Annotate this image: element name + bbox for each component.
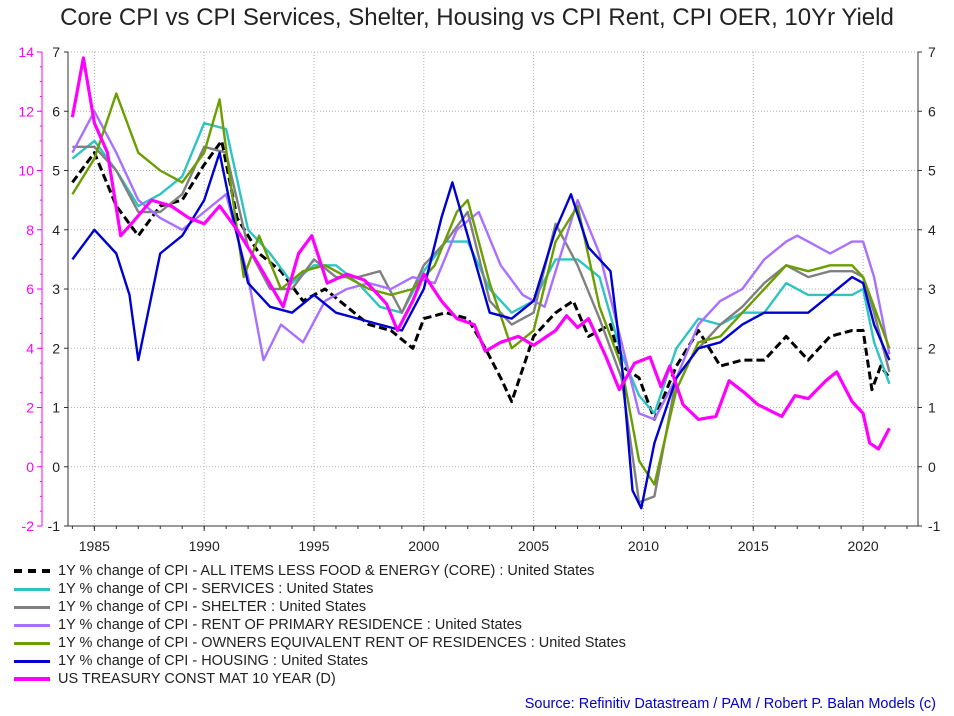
source-note: Source: Refinitiv Datastream / PAM / Rob…	[524, 696, 936, 712]
mid-tick-label: 0	[52, 459, 60, 475]
right-tick-label: 0	[928, 459, 936, 475]
legend-item-shelter: 1Y % change of CPI - SHELTER : United St…	[14, 598, 626, 616]
series-line-3	[71, 110, 891, 421]
series-line-4	[71, 92, 891, 486]
legend-label-services: 1Y % change of CPI - SERVICES : United S…	[58, 581, 374, 597]
legend-label-10yr: US TREASURY CONST MAT 10 YEAR (D)	[58, 671, 336, 687]
x-tick-label: 1985	[79, 538, 110, 554]
grid	[68, 51, 918, 527]
left-tick-label: -2	[22, 518, 35, 534]
right-tick-label: 2	[928, 340, 936, 356]
x-tick-label: 2000	[408, 538, 439, 554]
legend-label-oer: 1Y % change of CPI - OWNERS EQUIVALENT R…	[58, 635, 626, 651]
series-line-1	[71, 121, 891, 415]
x-tick-label: 2010	[628, 538, 659, 554]
chart-title: Core CPI vs CPI Services, Shelter, Housi…	[60, 4, 894, 31]
legend-swatch-rent	[14, 623, 50, 627]
mid-tick-label: 1	[52, 400, 60, 416]
legend-swatch-shelter	[14, 605, 50, 609]
right-tick-label: 3	[928, 281, 936, 297]
series-lines	[70, 56, 891, 510]
legend-label-rent: 1Y % change of CPI - RENT OF PRIMARY RES…	[58, 617, 522, 633]
legend-label-shelter: 1Y % change of CPI - SHELTER : United St…	[58, 599, 367, 615]
x-tick-label: 2015	[738, 538, 769, 554]
legend-item-housing: 1Y % change of CPI - HOUSING : United St…	[14, 652, 626, 670]
legend-swatch-10yr	[14, 677, 50, 681]
left-tick-label: 14	[18, 44, 34, 60]
right-tick-label: 5	[928, 163, 936, 179]
legend-item-oer: 1Y % change of CPI - OWNERS EQUIVALENT R…	[14, 634, 626, 652]
left-tick-label: 6	[26, 281, 34, 297]
x-tick-label: 2005	[518, 538, 549, 554]
mid-tick-label: 2	[52, 340, 60, 356]
mid-tick-label: 4	[52, 222, 60, 238]
left-tick-label: 12	[18, 103, 34, 119]
legend-item-services: 1Y % change of CPI - SERVICES : United S…	[14, 580, 626, 598]
right-tick-label: 1	[928, 400, 936, 416]
legend-swatch-oer	[14, 641, 50, 645]
legend-item-rent: 1Y % change of CPI - RENT OF PRIMARY RES…	[14, 616, 626, 634]
left-tick-label: 4	[26, 340, 34, 356]
left-tick-label: 10	[18, 163, 34, 179]
legend-item-core: 1Y % change of CPI - ALL ITEMS LESS FOOD…	[14, 562, 626, 580]
mid-tick-label: 7	[52, 44, 60, 60]
series-line-5	[71, 151, 891, 510]
x-tick-label: 2020	[848, 538, 879, 554]
mid-tick-label: -1	[48, 518, 61, 534]
mid-tick-label: 6	[52, 103, 60, 119]
left-tick-label: 2	[26, 400, 34, 416]
series-line-2	[72, 145, 891, 504]
right-tick-label: 7	[928, 44, 936, 60]
left-tick-label: 8	[26, 222, 34, 238]
legend-item-10yr: US TREASURY CONST MAT 10 YEAR (D)	[14, 670, 626, 688]
legend-swatch-housing	[14, 659, 50, 663]
legend-swatch-core	[14, 569, 50, 573]
left-tick-label: 0	[26, 459, 34, 475]
x-tick-label: 1990	[189, 538, 220, 554]
right-tick-label: 4	[928, 222, 936, 238]
x-tick-label: 1995	[298, 538, 329, 554]
legend-label-core: 1Y % change of CPI - ALL ITEMS LESS FOOD…	[58, 563, 595, 579]
legend-swatch-services	[14, 587, 50, 591]
right-tick-label: 6	[928, 103, 936, 119]
right-tick-label: -1	[928, 518, 941, 534]
mid-tick-label: 5	[52, 163, 60, 179]
legend-label-housing: 1Y % change of CPI - HOUSING : United St…	[58, 653, 369, 669]
mid-tick-label: 3	[52, 281, 60, 297]
series-line-0	[71, 139, 891, 421]
legend: 1Y % change of CPI - ALL ITEMS LESS FOOD…	[14, 562, 626, 688]
series-line-6	[70, 56, 891, 451]
